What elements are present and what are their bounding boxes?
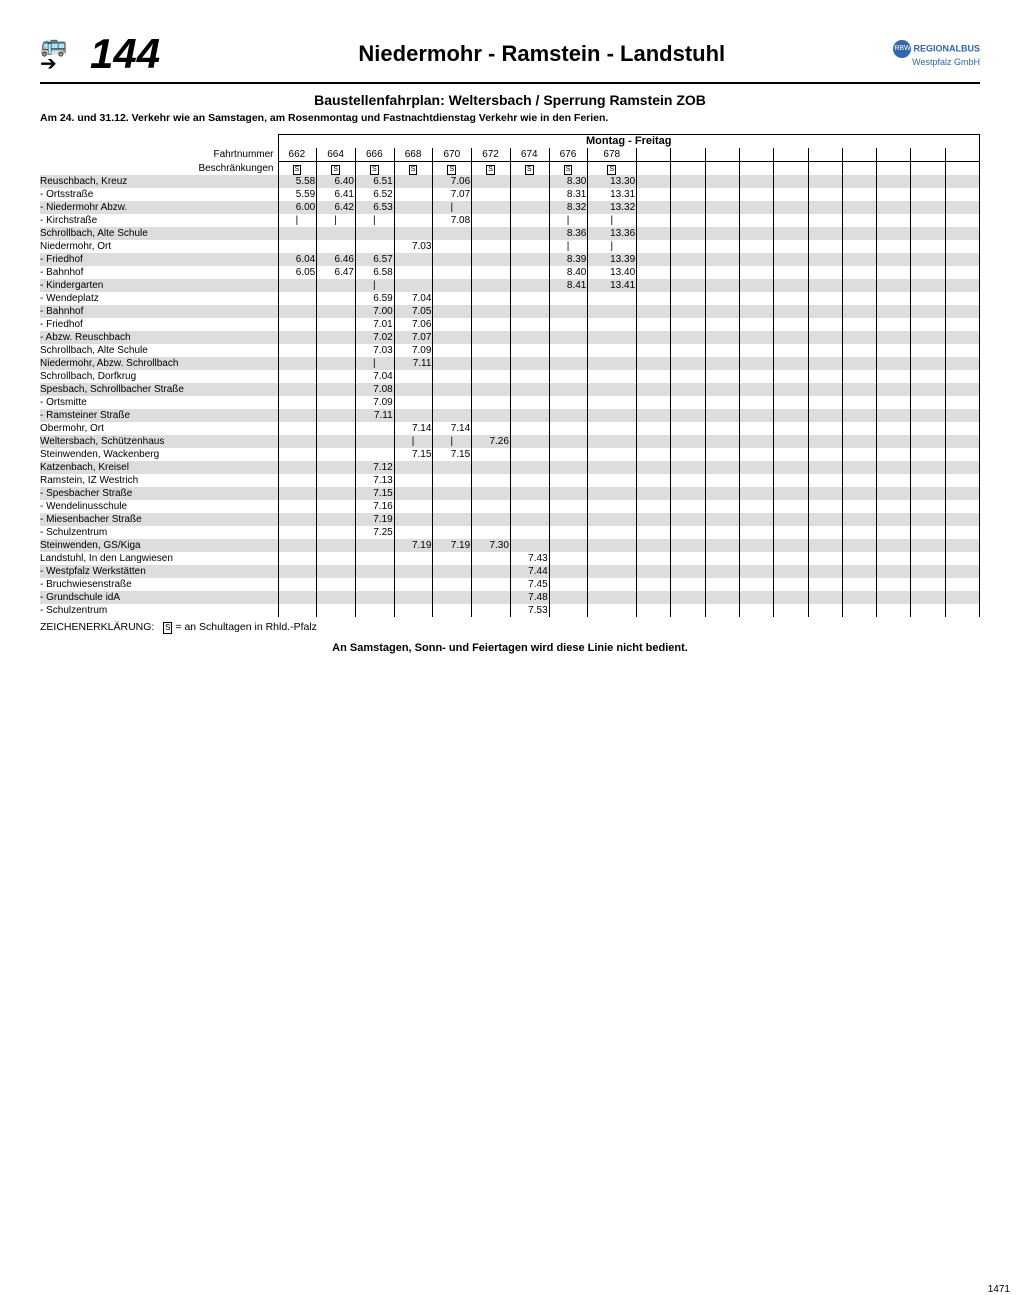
timetable: Montag - FreitagFahrtnummer6626646666686… (40, 134, 980, 617)
line-number: 144 (90, 30, 160, 78)
header: 🚌➔ 144 Niedermohr - Ramstein - Landstuhl… (40, 30, 980, 84)
stop-row: Schrollbach, Dorfkrug7.04 (40, 370, 980, 383)
stop-row: Landstuhl, In den Langwiesen7.43 (40, 552, 980, 565)
stop-row: - Ortsstraße5.596.416.527.078.3113.31 (40, 188, 980, 201)
stop-row: - Bahnhof6.056.476.588.4013.40 (40, 266, 980, 279)
stop-row: - Schulzentrum7.53 (40, 604, 980, 617)
stop-row: Schrollbach, Alte Schule8.3613.36 (40, 227, 980, 240)
footer-note: An Samstagen, Sonn- und Feiertagen wird … (40, 642, 980, 654)
stop-row: Katzenbach, Kreisel7.12 (40, 461, 980, 474)
stop-row: Ramstein, IZ Westrich7.13 (40, 474, 980, 487)
stop-row: - Kirchstraße|||7.08|| (40, 214, 980, 227)
route-title: Niedermohr - Ramstein - Landstuhl (190, 41, 893, 67)
operator-logo: RBWREGIONALBUSWestpfalz GmbH (893, 40, 980, 68)
subtitle: Baustellenfahrplan: Weltersbach / Sperru… (40, 92, 980, 108)
stop-row: Weltersbach, Schützenhaus||7.26 (40, 435, 980, 448)
legend: ZEICHENERKLÄRUNG: S = an Schultagen in R… (40, 621, 980, 634)
stop-row: - Wendeplatz6.597.04 (40, 292, 980, 305)
stop-row: - Miesenbacher Straße7.19 (40, 513, 980, 526)
stop-row: - Bruchwiesenstraße7.45 (40, 578, 980, 591)
bus-icon: 🚌➔ (40, 34, 80, 74)
holiday-note: Am 24. und 31.12. Verkehr wie an Samstag… (40, 112, 980, 124)
stop-row: - Abzw. Reuschbach7.027.07 (40, 331, 980, 344)
stop-row: Spesbach, Schrollbacher Straße7.08 (40, 383, 980, 396)
stop-row: Steinwenden, Wackenberg7.157.15 (40, 448, 980, 461)
page-number: 1471 (0, 1284, 1020, 1295)
stop-row: - Friedhof7.017.06 (40, 318, 980, 331)
day-header: Montag - Freitag (278, 135, 980, 149)
stop-row: Niedermohr, Ort7.03|| (40, 240, 980, 253)
stop-row: - Ramsteiner Straße7.11 (40, 409, 980, 422)
stop-row: - Schulzentrum7.25 (40, 526, 980, 539)
stop-row: - Westpfalz Werkstätten7.44 (40, 565, 980, 578)
stop-row: - Kindergarten|8.4113.41 (40, 279, 980, 292)
stop-row: Steinwenden, GS/Kiga7.197.197.30 (40, 539, 980, 552)
stop-row: Obermohr, Ort7.147.14 (40, 422, 980, 435)
stop-row: - Ortsmitte7.09 (40, 396, 980, 409)
stop-row: - Spesbacher Straße7.15 (40, 487, 980, 500)
stop-row: Niedermohr, Abzw. Schrollbach|7.11 (40, 357, 980, 370)
stop-row: - Grundschule idA7.48 (40, 591, 980, 604)
stop-row: Schrollbach, Alte Schule7.037.09 (40, 344, 980, 357)
stop-row: - Bahnhof7.007.05 (40, 305, 980, 318)
stop-row: - Wendelinusschule7.16 (40, 500, 980, 513)
stop-row: - Niedermohr Abzw.6.006.426.53|8.3213.32 (40, 201, 980, 214)
stop-row: - Friedhof6.046.466.578.3913.39 (40, 253, 980, 266)
stop-row: Reuschbach, Kreuz5.586.406.517.068.3013.… (40, 175, 980, 188)
